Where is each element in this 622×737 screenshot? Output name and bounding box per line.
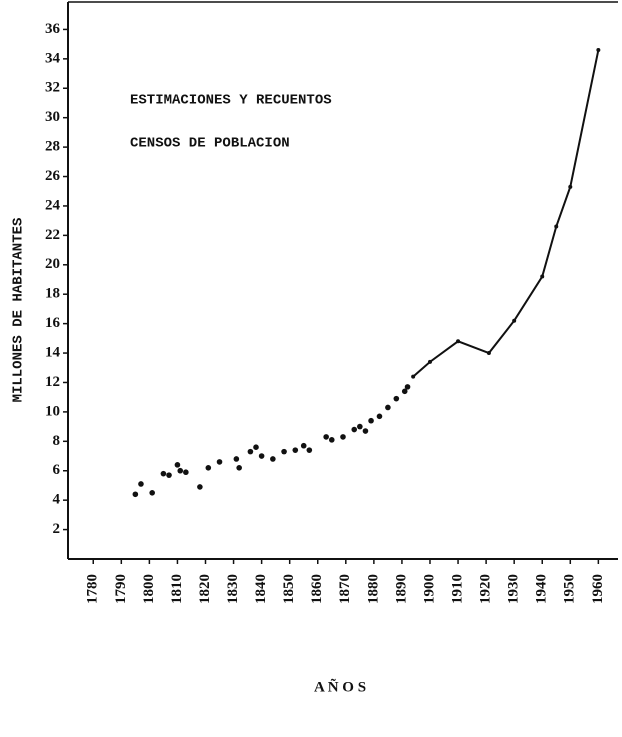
data-point xyxy=(160,470,167,477)
data-point xyxy=(323,434,329,440)
data-point xyxy=(568,184,573,189)
data-point xyxy=(351,426,358,433)
x-tick-label: 1900 xyxy=(421,574,437,604)
x-tick-label: 1850 xyxy=(281,574,297,604)
data-point xyxy=(362,428,369,434)
y-tick-label: 8 xyxy=(53,433,61,449)
y-tick-label: 6 xyxy=(53,462,61,478)
x-tick-label: 1790 xyxy=(113,574,129,604)
x-tick-label: 1810 xyxy=(169,574,185,604)
data-point xyxy=(376,413,383,420)
y-tick-label: 30 xyxy=(45,109,60,125)
legend-label: CENSOS DE POBLACION xyxy=(130,136,290,152)
x-tick-label: 1930 xyxy=(506,574,522,604)
x-tick-label: 1800 xyxy=(141,574,157,604)
x-tick-label: 1920 xyxy=(478,574,494,604)
x-tick-label: 1960 xyxy=(590,574,606,604)
y-tick-label: 10 xyxy=(45,403,60,419)
y-tick-label: 12 xyxy=(45,374,60,390)
x-tick-label: 1780 xyxy=(85,574,101,604)
data-point xyxy=(486,351,491,356)
x-axis-title: A Ñ O S xyxy=(314,677,366,695)
data-point xyxy=(328,437,335,443)
y-tick-label: 34 xyxy=(45,50,61,66)
data-point xyxy=(393,395,400,402)
data-point xyxy=(138,481,144,487)
y-tick-label: 18 xyxy=(45,286,60,302)
data-point xyxy=(270,456,276,462)
data-point xyxy=(385,404,391,411)
data-point xyxy=(292,447,299,453)
x-tick-label: 1880 xyxy=(365,574,381,604)
y-tick-label: 22 xyxy=(45,227,60,243)
x-tick-label: 1940 xyxy=(534,574,550,604)
data-point xyxy=(401,388,408,395)
y-axis-title: MILLONES DE HABITANTES xyxy=(11,218,27,403)
y-tick-label: 4 xyxy=(53,492,61,508)
data-point xyxy=(205,464,212,471)
y-tick-label: 26 xyxy=(45,168,61,184)
data-point xyxy=(540,274,545,279)
x-tick-label: 1950 xyxy=(562,574,578,604)
legend-label: ESTIMACIONES Y RECUENTOS xyxy=(130,93,332,109)
y-tick-label: 20 xyxy=(45,256,60,272)
y-tick-label: 36 xyxy=(45,21,61,37)
data-point xyxy=(166,472,172,478)
data-point xyxy=(258,453,265,459)
data-point xyxy=(456,339,461,344)
x-tick-label: 1820 xyxy=(197,574,213,604)
data-point xyxy=(247,448,254,455)
y-tick-label: 14 xyxy=(45,344,61,360)
x-tick-label: 1830 xyxy=(225,574,241,604)
data-point xyxy=(253,444,259,451)
y-tick-label: 24 xyxy=(45,197,61,213)
x-tick-label: 1890 xyxy=(393,574,409,604)
data-point xyxy=(306,447,313,453)
y-tick-label: 2 xyxy=(53,521,61,537)
data-point xyxy=(411,374,416,379)
data-point xyxy=(149,490,155,496)
data-point xyxy=(174,462,181,468)
data-point xyxy=(281,448,287,455)
census-line xyxy=(412,49,600,378)
data-point xyxy=(236,464,242,471)
data-point xyxy=(132,491,139,498)
data-point xyxy=(404,384,411,390)
data-point xyxy=(216,459,223,465)
y-tick-label: 32 xyxy=(45,80,60,96)
x-tick-label: 1910 xyxy=(449,574,465,604)
x-tick-label: 1860 xyxy=(309,574,325,604)
y-tick-label: 16 xyxy=(45,315,61,331)
data-point xyxy=(596,48,601,53)
data-point xyxy=(357,423,363,430)
data-point xyxy=(368,417,374,424)
data-point xyxy=(512,318,517,323)
data-point xyxy=(177,467,184,474)
data-point xyxy=(554,224,559,229)
x-tick-label: 1840 xyxy=(253,574,269,604)
x-tick-label: 1870 xyxy=(337,574,353,604)
data-point xyxy=(183,469,189,476)
data-point xyxy=(427,359,432,364)
data-point xyxy=(300,442,307,449)
data-point xyxy=(233,456,240,462)
y-tick-label: 28 xyxy=(45,139,60,155)
data-point xyxy=(340,434,346,440)
data-point xyxy=(197,484,203,490)
